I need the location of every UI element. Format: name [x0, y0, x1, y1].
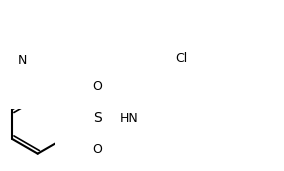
Text: S: S	[93, 111, 101, 125]
Text: O: O	[92, 80, 102, 93]
Text: N: N	[18, 54, 28, 67]
Text: Cl: Cl	[175, 52, 187, 65]
Text: HN: HN	[120, 112, 139, 125]
Text: O: O	[92, 143, 102, 156]
